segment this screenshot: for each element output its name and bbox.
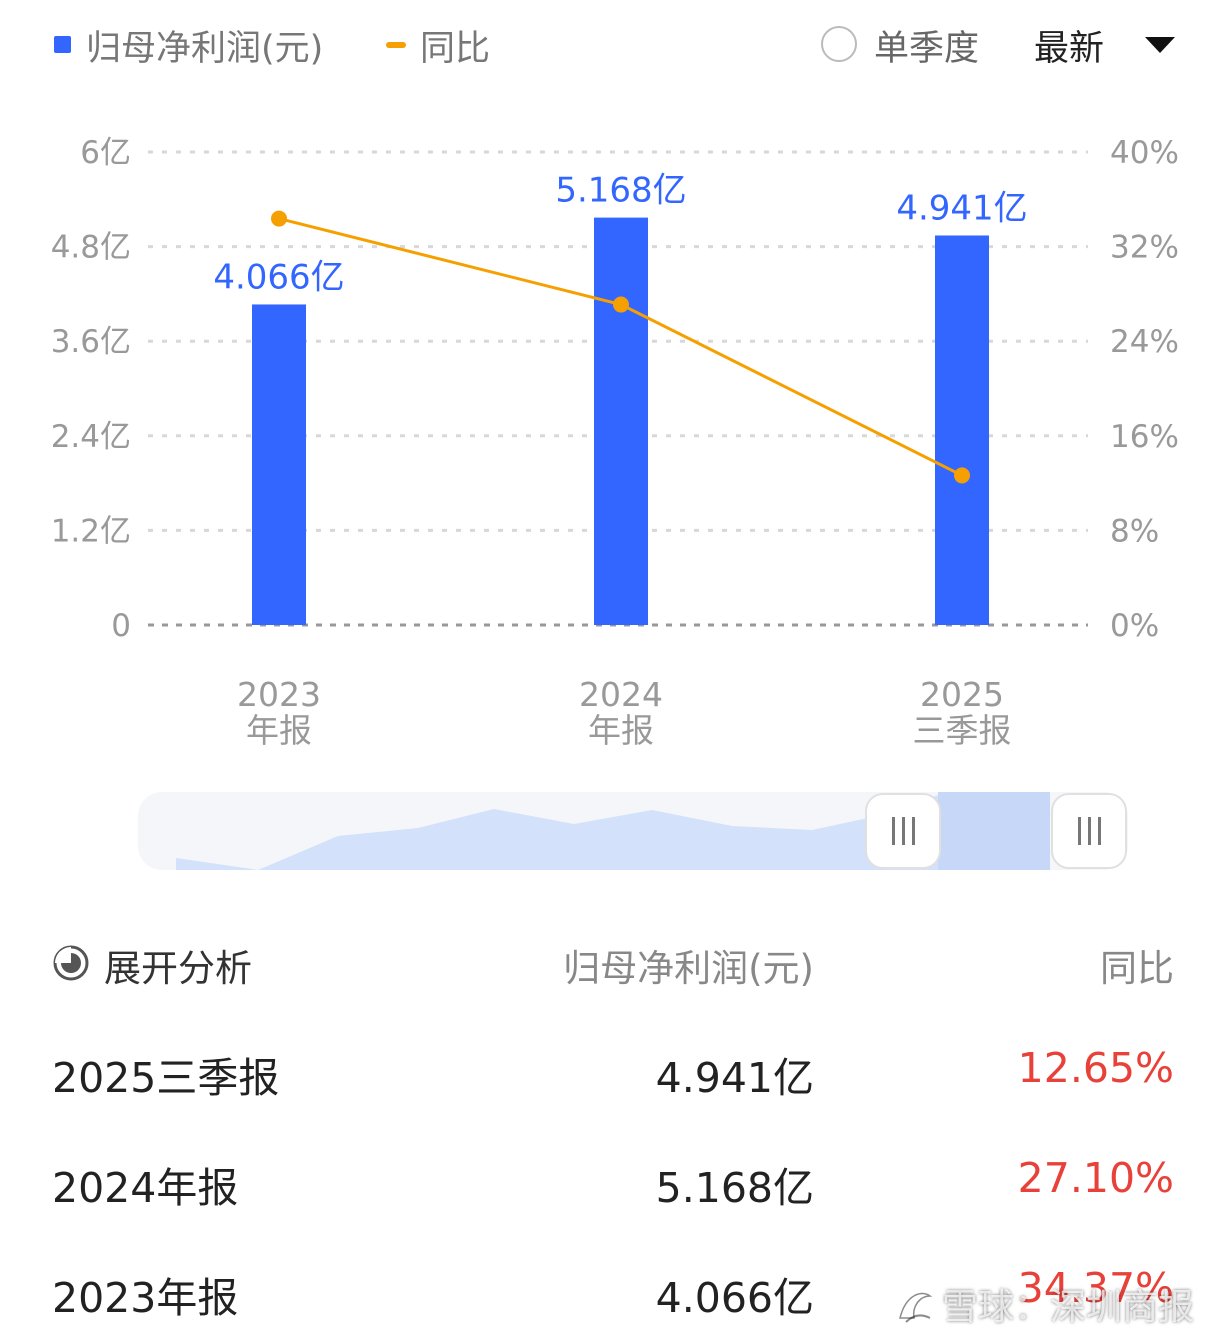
y-right-tick-label: 24% [1110,324,1179,360]
y-left-tick-label: 3.6亿 [51,324,131,360]
row-pct: 12.65% [1017,1044,1174,1092]
x-tick-label: 2024 [579,675,663,714]
period-dropdown[interactable]: 最新 [1034,29,1105,69]
y-left-tick-label: 6亿 [80,135,131,171]
y-right-tick-label: 16% [1110,419,1179,455]
bar [252,304,306,625]
y-right-tick-label: 8% [1110,513,1159,549]
column-header-pct: 同比 [1100,947,1174,990]
line-legend-swatch [386,42,406,48]
watermark-text: 雪球：深圳商报 [942,1287,1195,1328]
x-tick-label: 2023 [237,675,321,714]
x-tick-label: 年报 [246,711,312,750]
y-left-tick-label: 0 [111,608,131,644]
row-value: 5.168亿 [655,1164,814,1212]
line-legend-label[interactable]: 同比 [420,29,491,69]
bar-data-label: 5.168亿 [555,171,686,211]
yoy-point [613,296,629,313]
yoy-point [954,467,970,484]
single-quarter-radio[interactable] [821,26,857,62]
x-tick-label: 年报 [588,711,654,750]
x-tick-label: 三季报 [913,711,1012,750]
row-pct: 27.10% [1017,1154,1174,1202]
y-left-tick-label: 1.2亿 [51,513,131,549]
bar [935,235,989,625]
yoy-point [271,210,287,227]
row-value: 4.066亿 [655,1274,814,1322]
range-slider[interactable] [138,792,1128,870]
bar-legend-swatch [54,36,71,53]
row-pct: 34.37% [1017,1264,1174,1312]
y-right-tick-label: 32% [1110,230,1179,266]
y-left-tick-label: 4.8亿 [51,230,131,266]
y-left-tick-label: 2.4亿 [51,419,131,455]
bar-data-label: 4.066亿 [213,257,344,297]
profit-chart: 6亿 40% 4.8亿 32% 3.6亿 24% 2.4亿 16% 1.2亿 8% 0 0% 4.066… [51,135,1179,750]
y-right-tick-label: 0% [1110,608,1159,644]
y-right-tick-label: 40% [1110,135,1179,171]
pie-chart-icon[interactable] [52,944,90,982]
column-header-value: 归母净利润(元) [563,947,814,990]
expand-analysis-button[interactable]: 展开分析 [104,947,252,990]
x-tick-label: 2025 [920,675,1004,714]
slider-left-handle[interactable] [865,793,941,869]
slider-right-handle[interactable] [1051,793,1127,869]
bar [594,217,648,625]
row-period: 2024年报 [52,1164,239,1212]
bar-legend-label[interactable]: 归母净利润(元) [86,29,324,69]
bar-data-label: 4.941亿 [896,188,1027,228]
chevron-down-icon[interactable] [1145,37,1175,53]
slider-preview [176,792,1050,870]
row-value: 4.941亿 [655,1054,814,1102]
row-period: 2025三季报 [52,1054,280,1102]
snowball-logo-icon [899,1292,933,1323]
row-period: 2023年报 [52,1274,239,1322]
single-quarter-label[interactable]: 单季度 [874,29,980,69]
